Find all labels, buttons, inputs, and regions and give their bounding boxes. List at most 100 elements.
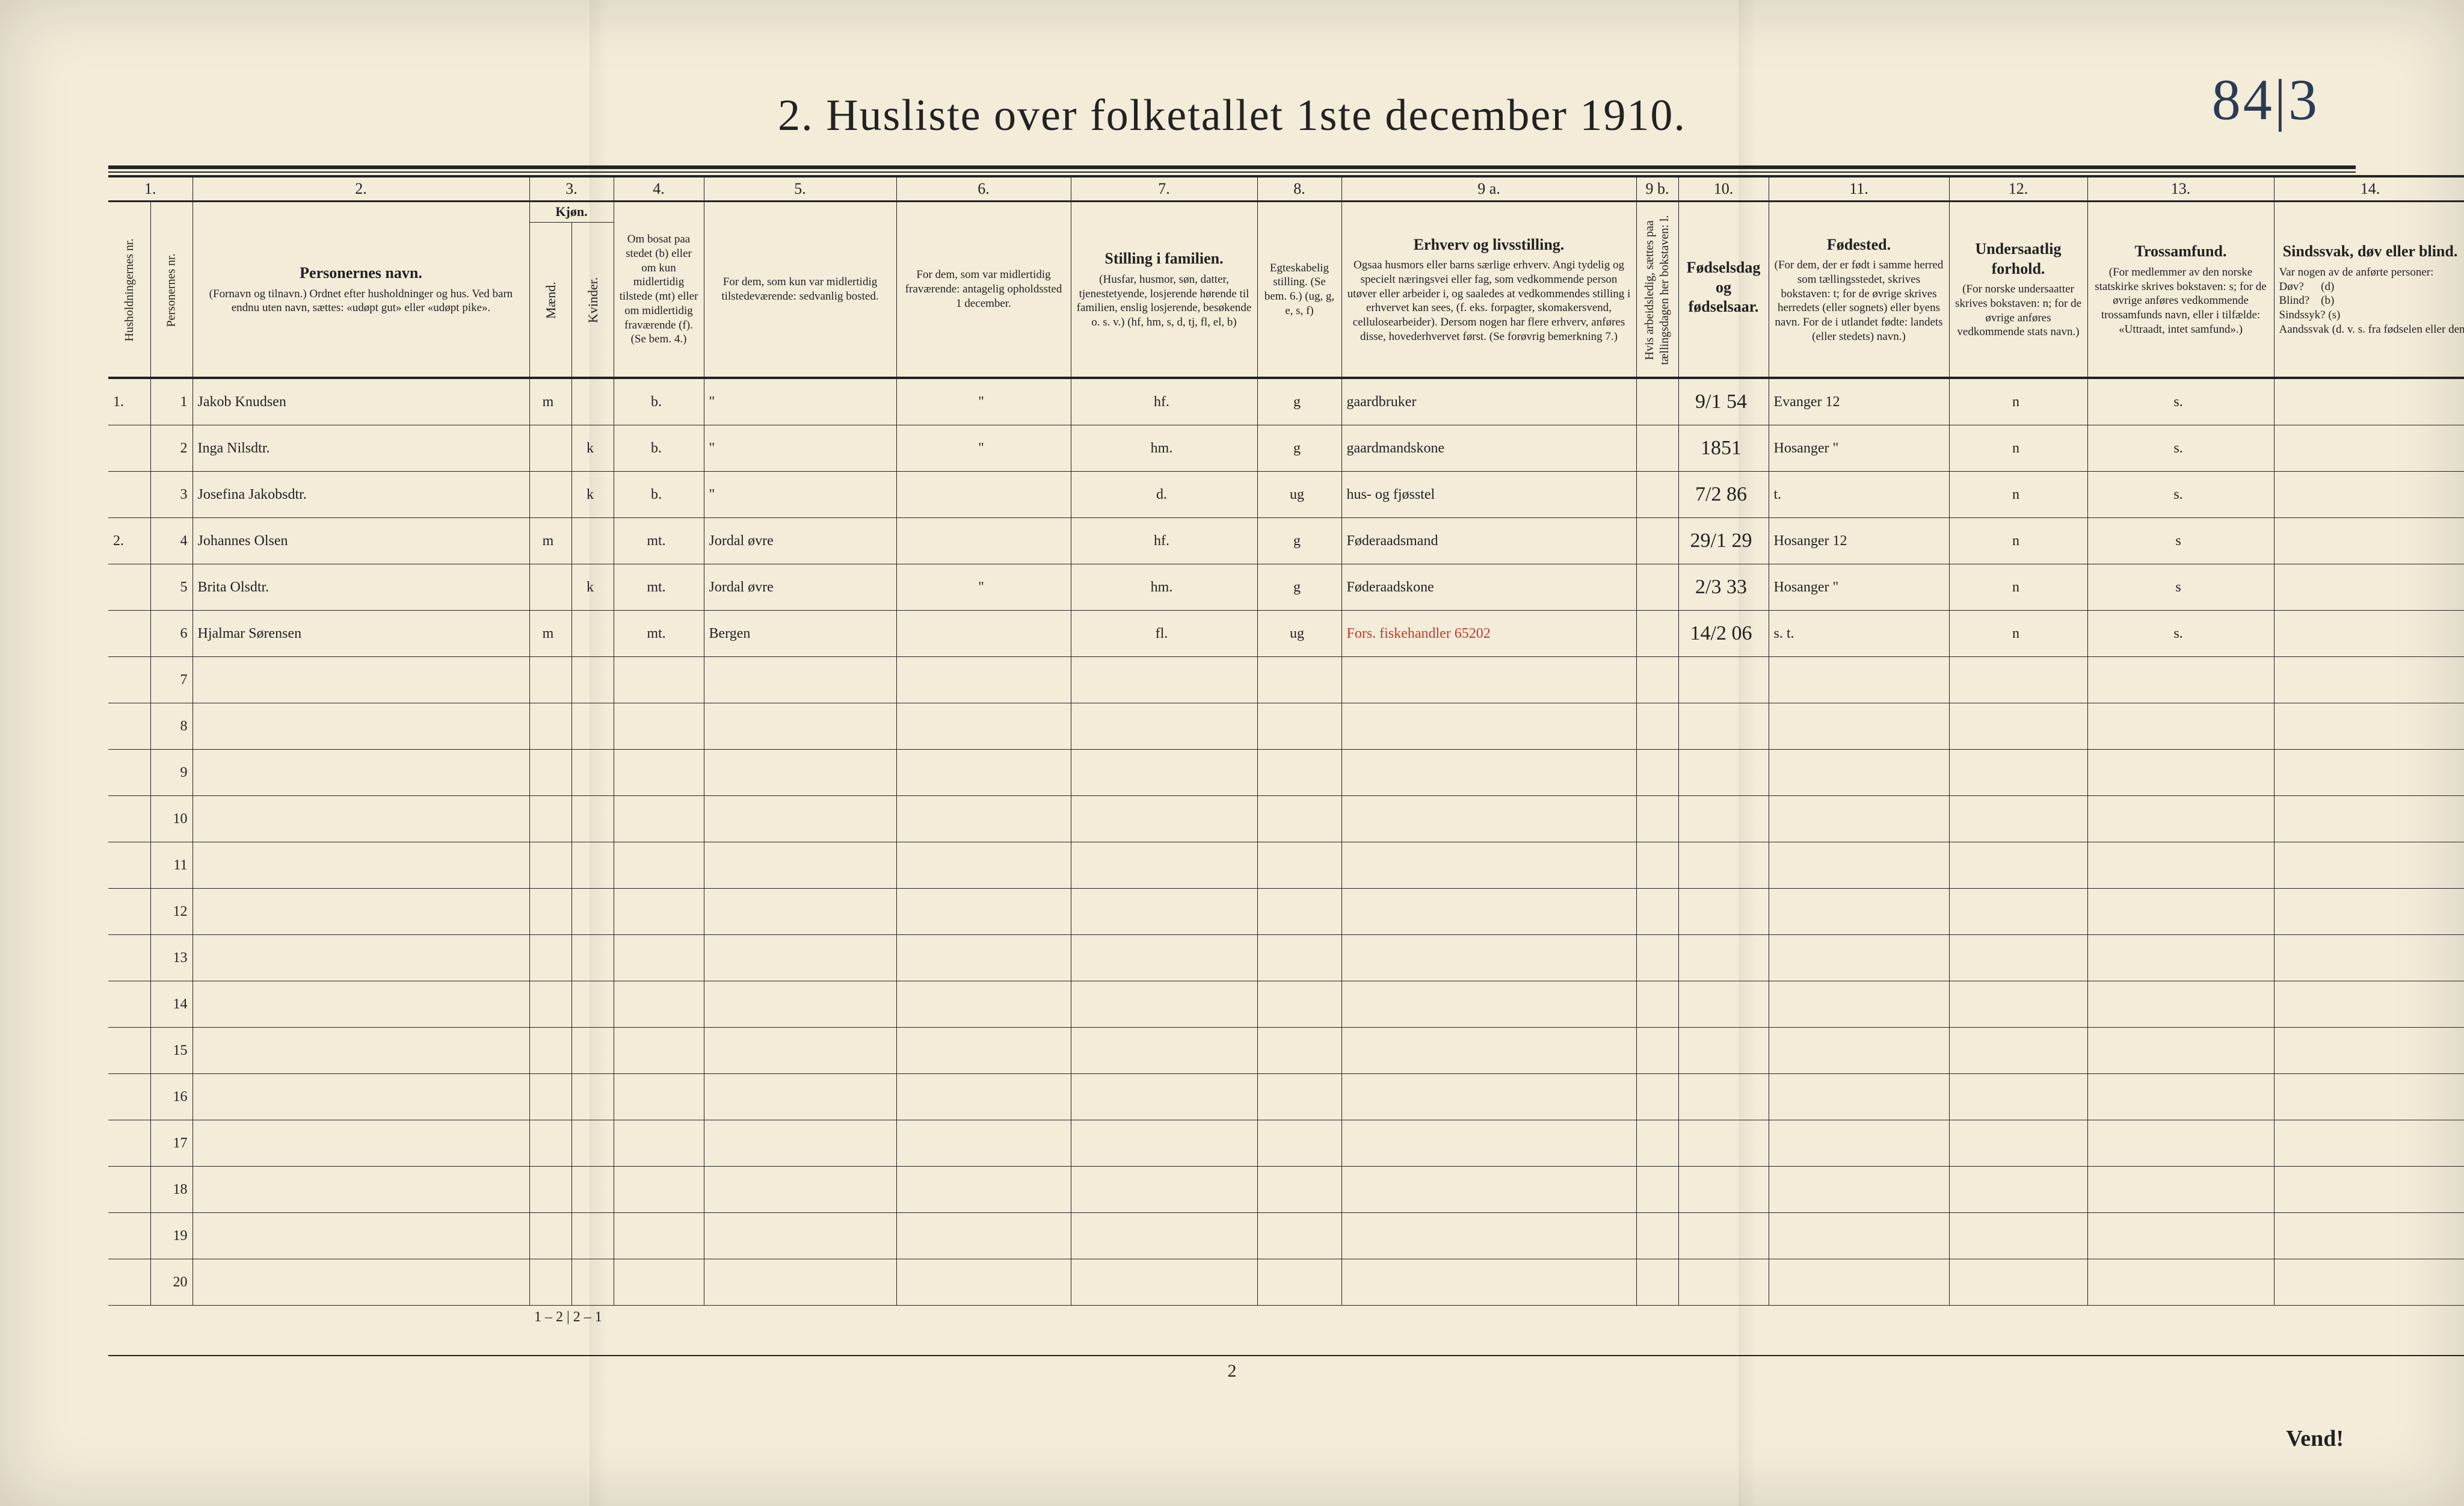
table-row: 7 bbox=[108, 657, 2464, 703]
rule bbox=[108, 171, 2356, 173]
cell-bosat: mt. bbox=[614, 611, 704, 657]
cell-arbeidsledig bbox=[1636, 1120, 1678, 1167]
cell-stilling-fam bbox=[1071, 703, 1257, 750]
cell-person-nr: 4 bbox=[150, 518, 192, 564]
cell-sindssvak bbox=[2274, 1167, 2464, 1213]
table-row: 2Inga Nilsdtr.kb.""hm.ggaardmandskone185… bbox=[108, 425, 2464, 472]
cell-fodested: s. t. bbox=[1769, 611, 1949, 657]
cell-midl-tilstede bbox=[704, 1120, 896, 1167]
cell-egteskab: ug bbox=[1257, 472, 1341, 518]
cell-household-nr bbox=[108, 472, 150, 518]
cell-person-nr: 12 bbox=[150, 889, 192, 935]
cell-household-nr bbox=[108, 703, 150, 750]
rule bbox=[108, 165, 2356, 169]
cell-sex-m bbox=[529, 1074, 571, 1120]
cell-bosat bbox=[614, 1028, 704, 1074]
cell-sex-m bbox=[529, 935, 571, 981]
cell-name bbox=[192, 796, 529, 842]
footer-page-number: 2 bbox=[108, 1361, 2356, 1381]
cell-undersaat bbox=[1949, 796, 2087, 842]
table-row: 15 bbox=[108, 1028, 2464, 1074]
cell-tros bbox=[2087, 750, 2274, 796]
cell-midl-frav: " bbox=[896, 378, 1071, 425]
cell-undersaat bbox=[1949, 657, 2087, 703]
cell-person-nr: 5 bbox=[150, 564, 192, 611]
cell-household-nr bbox=[108, 1259, 150, 1306]
cell-bosat: mt. bbox=[614, 518, 704, 564]
cell-egteskab: g bbox=[1257, 518, 1341, 564]
cell-bosat: b. bbox=[614, 378, 704, 425]
cell-midl-tilstede bbox=[704, 889, 896, 935]
cell-fodested bbox=[1769, 1120, 1949, 1167]
cell-sindssvak bbox=[2274, 1259, 2464, 1306]
cell-household-nr bbox=[108, 1074, 150, 1120]
cell-name: Jakob Knudsen bbox=[192, 378, 529, 425]
cell-sex-m bbox=[529, 703, 571, 750]
cell-erhverv bbox=[1341, 657, 1636, 703]
cell-sex-m bbox=[529, 889, 571, 935]
cell-fodested: Hosanger 12 bbox=[1769, 518, 1949, 564]
hdr-trossamfund: Trossamfund. (For medlemmer av den norsk… bbox=[2087, 202, 2274, 378]
colnum: 9 a. bbox=[1341, 176, 1636, 202]
hdr-navn: Personernes navn. (Fornavn og tilnavn.) … bbox=[192, 202, 529, 378]
cell-arbeidsledig bbox=[1636, 1259, 1678, 1306]
cell-erhverv bbox=[1341, 889, 1636, 935]
cell-bosat: b. bbox=[614, 472, 704, 518]
cell-egteskab bbox=[1257, 981, 1341, 1028]
cell-household-nr bbox=[108, 935, 150, 981]
cell-sindssvak bbox=[2274, 564, 2464, 611]
cell-tros bbox=[2087, 935, 2274, 981]
cell-midl-tilstede bbox=[704, 1028, 896, 1074]
cell-erhverv: gaardmandskone bbox=[1341, 425, 1636, 472]
cell-erhverv bbox=[1341, 1028, 1636, 1074]
cell-tros bbox=[2087, 703, 2274, 750]
cell-egteskab bbox=[1257, 750, 1341, 796]
cell-midl-frav bbox=[896, 889, 1071, 935]
cell-stilling-fam bbox=[1071, 1213, 1257, 1259]
summary-tally: 1 – 2 | 2 – 1 bbox=[529, 1306, 896, 1356]
table-row: 12 bbox=[108, 889, 2464, 935]
cell-household-nr: 2. bbox=[108, 518, 150, 564]
cell-sex-m bbox=[529, 796, 571, 842]
cell-sex-m bbox=[529, 750, 571, 796]
cell-bosat: b. bbox=[614, 425, 704, 472]
cell-midl-frav bbox=[896, 1259, 1071, 1306]
cell-name bbox=[192, 1028, 529, 1074]
cell-erhverv bbox=[1341, 1259, 1636, 1306]
cell-tros: s. bbox=[2087, 472, 2274, 518]
cell-undersaat bbox=[1949, 750, 2087, 796]
cell-tros bbox=[2087, 1074, 2274, 1120]
cell-egteskab bbox=[1257, 796, 1341, 842]
cell-household-nr bbox=[108, 1028, 150, 1074]
table-row: 14 bbox=[108, 981, 2464, 1028]
cell-erhverv bbox=[1341, 1074, 1636, 1120]
cell-arbeidsledig bbox=[1636, 1213, 1678, 1259]
cell-tros: s. bbox=[2087, 425, 2274, 472]
cell-stilling-fam bbox=[1071, 1120, 1257, 1167]
cell-erhverv: hus- og fjøsstel bbox=[1341, 472, 1636, 518]
cell-midl-frav bbox=[896, 518, 1071, 564]
cell-person-nr: 1 bbox=[150, 378, 192, 425]
cell-undersaat bbox=[1949, 1259, 2087, 1306]
cell-erhverv: Føderaadskone bbox=[1341, 564, 1636, 611]
cell-sindssvak bbox=[2274, 472, 2464, 518]
cell-erhverv: Fors. fiskehandler 65202 bbox=[1341, 611, 1636, 657]
cell-arbeidsledig bbox=[1636, 750, 1678, 796]
cell-stilling-fam bbox=[1071, 842, 1257, 889]
cell-sindssvak bbox=[2274, 518, 2464, 564]
cell-midl-frav bbox=[896, 1120, 1071, 1167]
cell-midl-frav bbox=[896, 981, 1071, 1028]
cell-arbeidsledig bbox=[1636, 472, 1678, 518]
cell-arbeidsledig bbox=[1636, 981, 1678, 1028]
cell-fodested bbox=[1769, 1213, 1949, 1259]
cell-sindssvak bbox=[2274, 750, 2464, 796]
cell-midl-frav bbox=[896, 796, 1071, 842]
cell-undersaat bbox=[1949, 935, 2087, 981]
cell-midl-tilstede: Jordal øvre bbox=[704, 518, 896, 564]
table-row: 2.4Johannes Olsenmmt.Jordal øvrehf.gFøde… bbox=[108, 518, 2464, 564]
table-row: 18 bbox=[108, 1167, 2464, 1213]
cell-tros: s bbox=[2087, 564, 2274, 611]
cell-fodested bbox=[1769, 796, 1949, 842]
cell-midl-tilstede bbox=[704, 1259, 896, 1306]
cell-undersaat bbox=[1949, 1120, 2087, 1167]
